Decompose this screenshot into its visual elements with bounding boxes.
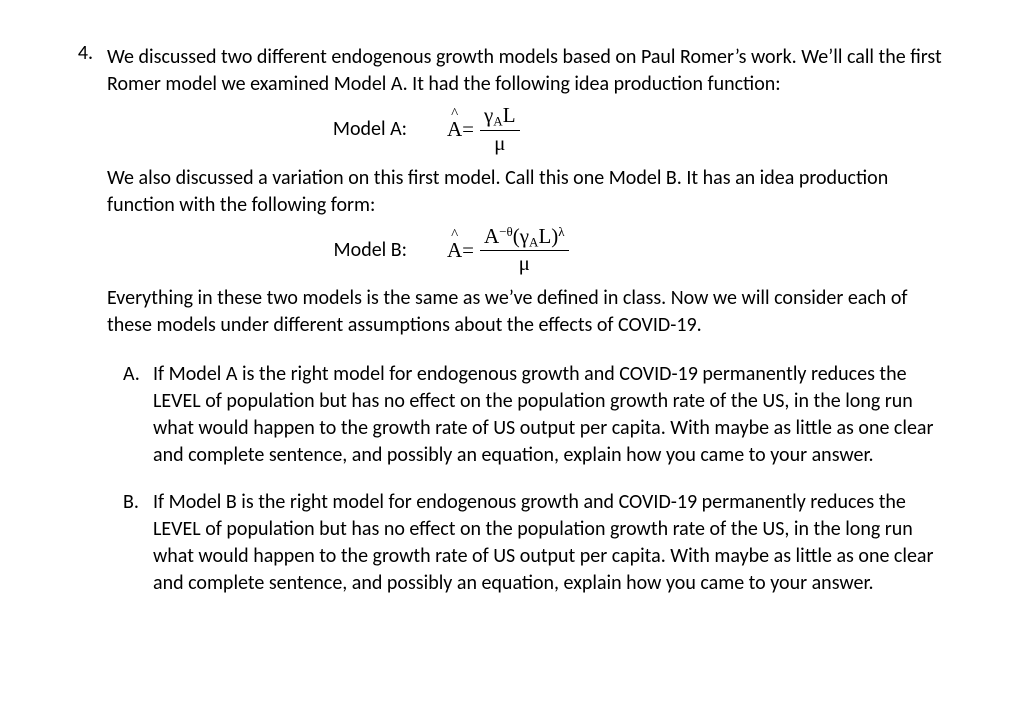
model-b-equation: ^ A = A−θ(γAL)λ μ (447, 225, 569, 276)
open-paren: ( (513, 224, 520, 248)
gamma-symbol-b: γ (520, 224, 529, 248)
model-a-label: Model A: (107, 116, 447, 143)
gamma-subscript: A (493, 113, 502, 128)
model-b-row: Model B: ^ A = A−θ(γAL)λ μ (107, 225, 954, 276)
document-page: 4. We discussed two different endogenous… (0, 0, 1024, 716)
numerator-a: γAL (480, 104, 520, 131)
model-a-equation: ^ A = γAL μ (447, 104, 520, 155)
intro-paragraph-1: We discussed two different endogenous gr… (107, 44, 954, 98)
question-number: 4. (55, 40, 107, 67)
subpart-a: A. If Model A is the right model for end… (107, 361, 954, 469)
intro-paragraph-2: We also discussed a variation on this fi… (107, 165, 954, 219)
subparts-list: A. If Model A is the right model for end… (107, 361, 954, 597)
a-hat-symbol-b: ^ A (447, 236, 462, 264)
denominator-b: μ (519, 251, 530, 275)
hat-mark: ^ (447, 107, 462, 122)
l-symbol: L (503, 103, 516, 127)
subpart-b-letter: B. (123, 489, 153, 516)
numerator-b: A−θ(γAL)λ (480, 225, 569, 252)
subpart-a-letter: A. (123, 361, 153, 388)
denominator-a: μ (494, 131, 505, 155)
a-hat-symbol: ^ A (447, 115, 462, 143)
question-block: 4. We discussed two different endogenous… (55, 40, 954, 597)
l-symbol-b: L (538, 224, 551, 248)
fraction-a: γAL μ (480, 104, 520, 155)
equals-sign: = (462, 115, 474, 143)
lambda-exponent: λ (558, 224, 564, 239)
model-b-label: Model B: (107, 237, 447, 264)
subpart-b: B. If Model B is the right model for end… (107, 489, 954, 597)
hat-mark-b: ^ (447, 228, 462, 243)
equals-sign-b: = (462, 236, 474, 264)
fraction-b: A−θ(γAL)λ μ (480, 225, 569, 276)
intro-paragraph-3: Everything in these two models is the sa… (107, 285, 954, 339)
gamma-symbol: γ (484, 103, 493, 127)
subpart-a-text: If Model A is the right model for endoge… (153, 361, 954, 469)
subpart-b-text: If Model B is the right model for endoge… (153, 489, 954, 597)
a-exponent: −θ (499, 224, 513, 239)
model-a-row: Model A: ^ A = γAL μ (107, 104, 954, 155)
question-body: We discussed two different endogenous gr… (107, 40, 954, 597)
a-symbol: A (484, 224, 499, 248)
